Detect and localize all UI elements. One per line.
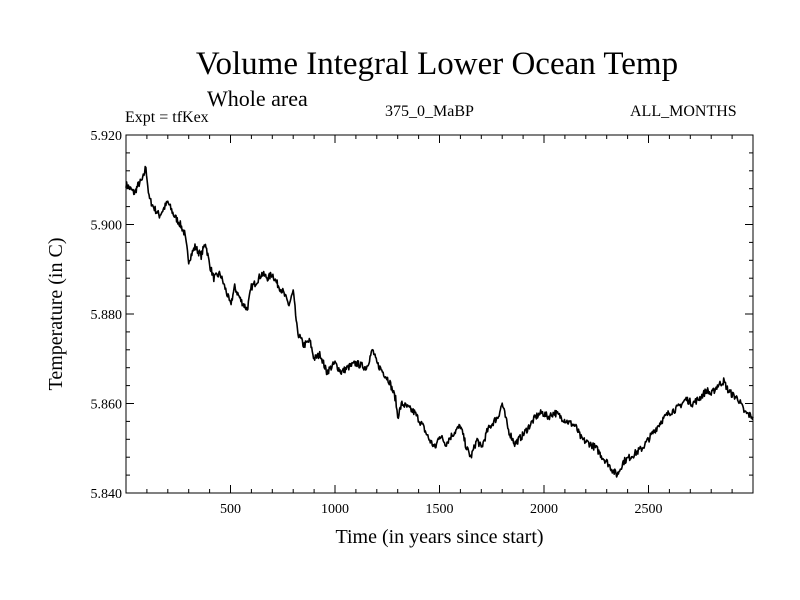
y-tick-label: 5.840: [91, 487, 123, 502]
temperature-series-line: [125, 165, 754, 478]
y-tick-label: 5.920: [91, 129, 123, 144]
x-axis-label: Time (in years since start): [335, 526, 543, 548]
chart-title: Volume Integral Lower Ocean Temp: [195, 46, 679, 82]
y-tick-label: 5.900: [91, 219, 123, 234]
y-tick-label: 5.860: [91, 398, 123, 413]
period-label: 375_0_MaBP: [385, 103, 474, 120]
x-tick-label: 1500: [426, 502, 454, 517]
chart-subtitle: Whole area: [207, 86, 308, 111]
x-tick-label: 2000: [530, 502, 558, 517]
x-tick-label: 1000: [321, 502, 349, 517]
x-tick-label: 2500: [635, 502, 663, 517]
y-axis-label: Temperature (in C): [45, 238, 67, 391]
experiment-label: Expt = tfKex: [125, 109, 209, 126]
x-tick-label: 500: [220, 502, 241, 517]
y-tick-labels: 5.840 5.860 5.880 5.900 5.920: [91, 129, 123, 502]
y-tick-label: 5.880: [91, 308, 123, 323]
x-tick-labels: 500 1000 1500 2000 2500: [220, 502, 663, 517]
months-label: ALL_MONTHS: [630, 103, 737, 120]
plot-frame: [125, 134, 754, 494]
